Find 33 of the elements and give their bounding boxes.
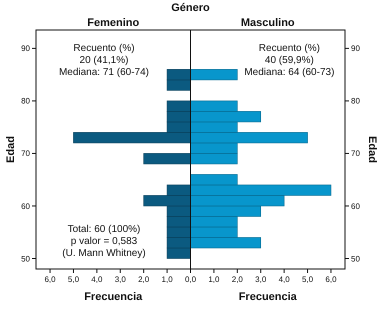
x-tick-label: 1,0 (208, 275, 220, 284)
x-tick-label: 6,0 (44, 275, 56, 284)
y-tick-label: 90 (351, 44, 360, 54)
x-tick-label: 5,0 (302, 275, 314, 284)
y-tick-label: 50 (21, 254, 31, 264)
annotation: Recuento (%) 40 (59,9%) Mediana: 64 (60-73) (244, 43, 334, 78)
x-tick-label: 3,0 (255, 275, 267, 284)
y-tick-label: 80 (351, 96, 360, 106)
chart-title: Masculino (240, 17, 295, 29)
x-tick-label: 1,0 (162, 275, 174, 284)
y-axis-title: Edad (366, 136, 378, 163)
x-tick-label: 5,0 (68, 275, 80, 284)
x-tick-label: 2,0 (232, 275, 244, 284)
y-axis-title: Edad (5, 136, 17, 163)
x-tick-label: 4,0 (278, 275, 290, 284)
y-tick-label: 80 (21, 96, 31, 106)
x-tick-label: 0,0 (184, 275, 197, 284)
x-tick-label: 6,0 (325, 275, 338, 284)
text: Género (171, 2, 210, 14)
annotation: Total: 60 (100%) p valor = 0,583 (U. Mann Whitney) (62, 224, 146, 259)
y-tick-label: 70 (21, 149, 31, 158)
x-tick-label: 3,0 (114, 275, 126, 284)
x-axis-title: Frecuencia (84, 291, 144, 303)
y-tick-label: 90 (21, 44, 31, 54)
y-tick-label: 50 (351, 254, 360, 264)
y-tick-label: 60 (351, 202, 360, 211)
x-tick-label: 4,0 (91, 275, 103, 284)
annotation: Recuento (%) 20 (41,1%) Mediana: 71 (60-74) (58, 43, 150, 78)
y-tick-label: 70 (351, 149, 360, 158)
y-tick-label: 60 (21, 202, 31, 211)
x-axis-title: Frecuencia (238, 291, 298, 303)
chart-title: Femenino (87, 17, 140, 29)
x-tick-label: 2,0 (138, 275, 150, 284)
